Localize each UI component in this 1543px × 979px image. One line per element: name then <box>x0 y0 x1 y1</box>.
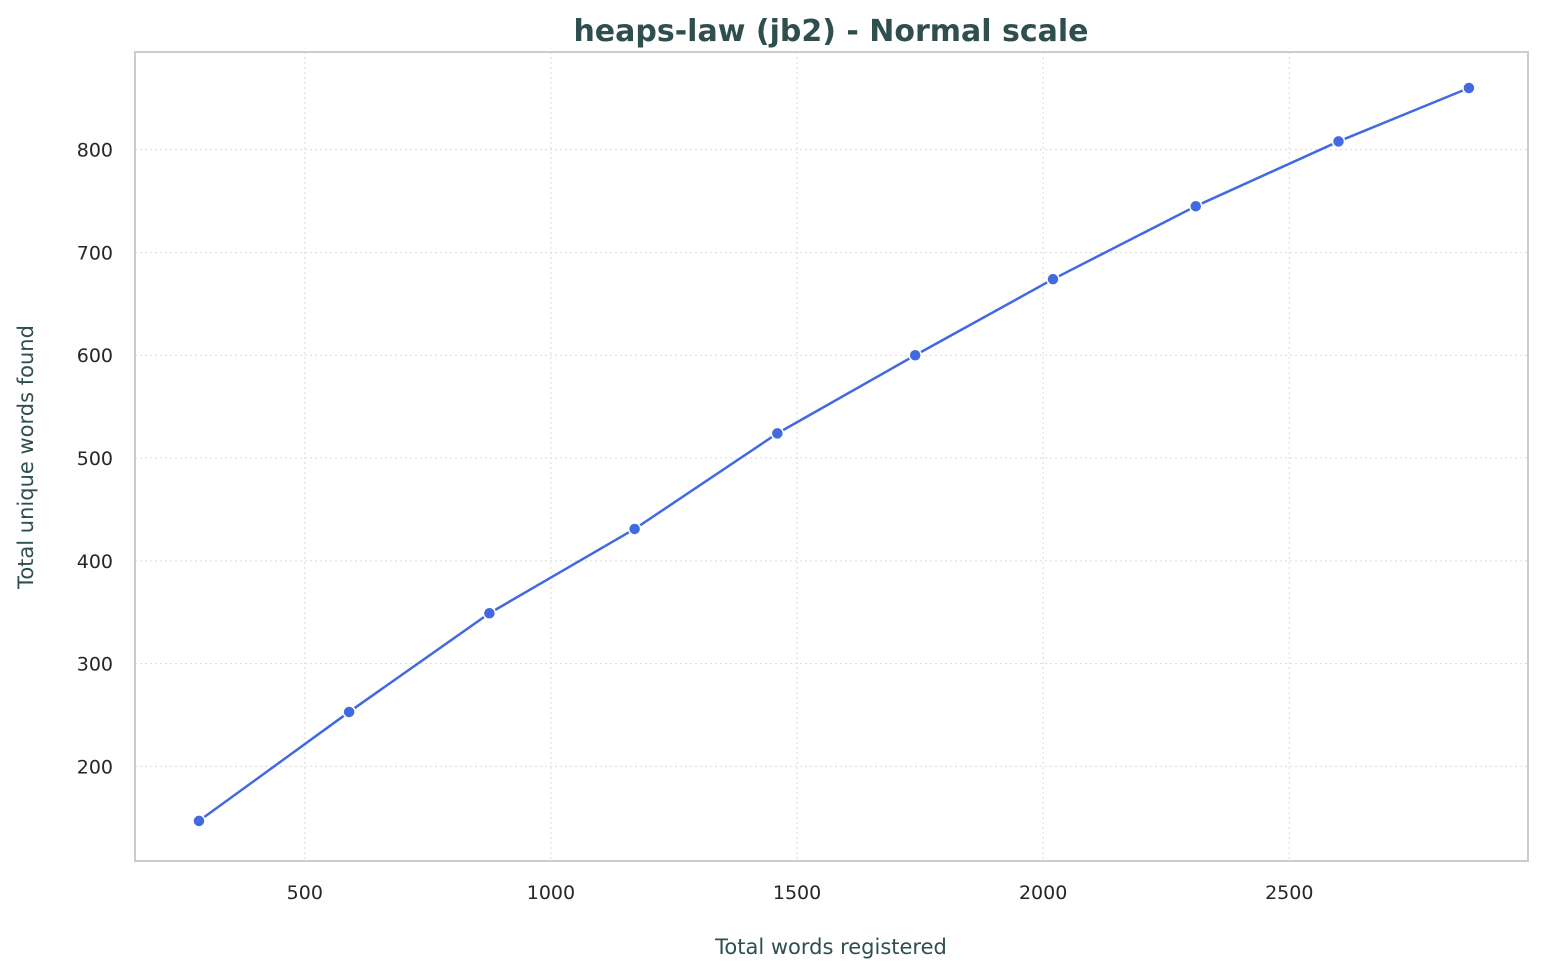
data-point <box>1188 199 1203 213</box>
grid <box>135 52 1528 861</box>
x-axis-label: Total words registered <box>714 935 947 959</box>
data-point <box>908 348 922 362</box>
x-tick-label: 1000 <box>527 882 575 904</box>
y-tick-label: 400 <box>77 551 113 573</box>
y-tick-label: 800 <box>77 140 113 162</box>
y-tick-label: 200 <box>77 756 113 778</box>
x-tick-label: 1500 <box>773 882 821 904</box>
y-tick-label: 300 <box>77 654 113 676</box>
data-point <box>482 606 497 621</box>
y-tick-label: 700 <box>77 242 113 264</box>
data-point <box>1462 81 1476 95</box>
y-axis-label: Total unique words found <box>14 325 38 590</box>
data-point <box>627 522 642 536</box>
data-point <box>770 426 785 441</box>
data-point <box>192 814 206 828</box>
series-group <box>192 81 1476 828</box>
data-point <box>1331 134 1346 149</box>
x-tick-label: 2000 <box>1019 882 1067 904</box>
plot-frame <box>134 51 1529 862</box>
y-tick-label: 500 <box>77 448 113 470</box>
data-point <box>1046 272 1060 286</box>
y-tick-label: 600 <box>77 345 113 367</box>
data-point <box>342 705 356 719</box>
x-tick-label: 500 <box>287 882 323 904</box>
series-line <box>198 86 1470 822</box>
x-axis-ticks: 500 1000 1500 2000 2500 <box>287 882 1314 904</box>
x-tick-label: 2500 <box>1265 882 1313 904</box>
chart-title: heaps-law (jb2) - Normal scale <box>573 14 1088 49</box>
y-axis-ticks: 200 300 400 500 600 700 800 <box>77 140 113 779</box>
